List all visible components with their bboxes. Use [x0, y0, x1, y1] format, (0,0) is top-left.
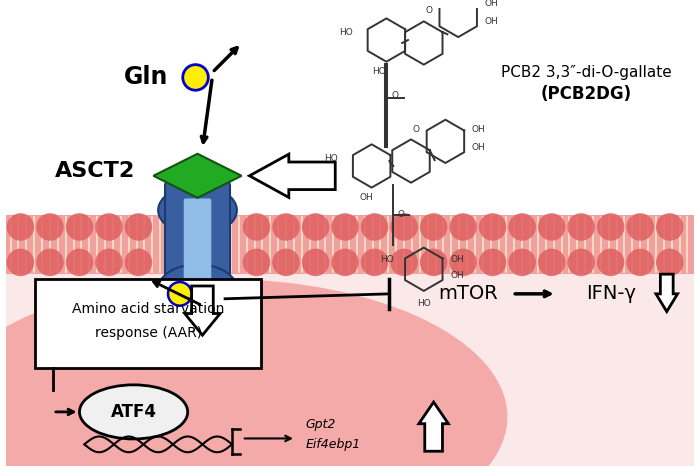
Circle shape	[95, 213, 122, 241]
Text: OH: OH	[360, 192, 374, 201]
Text: Amino acid starvation: Amino acid starvation	[72, 302, 225, 315]
Circle shape	[391, 213, 418, 241]
Ellipse shape	[158, 264, 237, 314]
Circle shape	[360, 213, 388, 241]
Circle shape	[597, 248, 624, 276]
Text: ATF4: ATF4	[111, 403, 157, 421]
Circle shape	[7, 213, 34, 241]
Text: O: O	[412, 125, 419, 135]
Bar	[6, 269, 694, 466]
Text: Gln: Gln	[124, 65, 168, 89]
Circle shape	[168, 282, 192, 306]
Circle shape	[597, 213, 624, 241]
Circle shape	[331, 213, 359, 241]
Circle shape	[243, 248, 270, 276]
Circle shape	[656, 213, 683, 241]
Circle shape	[508, 213, 536, 241]
FancyBboxPatch shape	[183, 199, 211, 291]
FancyBboxPatch shape	[165, 181, 230, 308]
Text: (PCB2DG): (PCB2DG)	[540, 85, 631, 103]
Circle shape	[243, 213, 270, 241]
Text: OH: OH	[485, 0, 498, 8]
Circle shape	[449, 248, 477, 276]
Text: response (AAR): response (AAR)	[94, 326, 202, 340]
FancyArrow shape	[419, 402, 449, 451]
Circle shape	[66, 213, 93, 241]
Ellipse shape	[158, 185, 237, 235]
Circle shape	[656, 248, 683, 276]
FancyArrow shape	[185, 286, 220, 335]
Circle shape	[95, 248, 122, 276]
Circle shape	[568, 213, 595, 241]
Text: OH: OH	[450, 271, 464, 280]
Circle shape	[479, 248, 506, 276]
Ellipse shape	[80, 385, 188, 439]
Circle shape	[626, 213, 654, 241]
Circle shape	[391, 248, 418, 276]
Circle shape	[302, 213, 329, 241]
Text: PCB2 3,3″-di-O-gallate: PCB2 3,3″-di-O-gallate	[500, 65, 671, 80]
Ellipse shape	[0, 279, 508, 466]
Circle shape	[568, 248, 595, 276]
Circle shape	[420, 213, 447, 241]
Bar	[6, 215, 694, 274]
Circle shape	[331, 248, 359, 276]
Circle shape	[302, 248, 329, 276]
Circle shape	[508, 248, 536, 276]
Circle shape	[125, 248, 153, 276]
Text: HO: HO	[324, 154, 338, 163]
Text: ASCT2: ASCT2	[55, 161, 135, 181]
Text: OH: OH	[450, 255, 464, 264]
Text: O: O	[397, 210, 404, 219]
Bar	[35, 279, 262, 368]
Text: HO: HO	[340, 27, 353, 37]
Circle shape	[66, 248, 93, 276]
Circle shape	[420, 248, 447, 276]
Text: O: O	[425, 7, 432, 15]
Circle shape	[538, 213, 566, 241]
Circle shape	[626, 248, 654, 276]
Circle shape	[479, 213, 506, 241]
Text: HO: HO	[417, 299, 430, 308]
Circle shape	[183, 65, 209, 90]
FancyArrow shape	[249, 154, 335, 198]
Circle shape	[449, 213, 477, 241]
Circle shape	[125, 213, 153, 241]
Text: HO: HO	[381, 255, 394, 264]
Circle shape	[272, 248, 300, 276]
Text: OH: OH	[485, 17, 498, 26]
Text: HO: HO	[372, 67, 386, 75]
FancyArrow shape	[656, 274, 678, 312]
Circle shape	[36, 248, 64, 276]
Text: IFN-γ: IFN-γ	[586, 284, 636, 303]
Text: OH: OH	[472, 143, 486, 152]
Polygon shape	[153, 154, 242, 198]
Text: Gpt2: Gpt2	[306, 418, 336, 431]
Text: mTOR: mTOR	[438, 284, 498, 303]
Text: O: O	[391, 91, 398, 100]
Circle shape	[7, 248, 34, 276]
Circle shape	[36, 213, 64, 241]
Text: OH: OH	[472, 125, 486, 134]
Circle shape	[272, 213, 300, 241]
Circle shape	[538, 248, 566, 276]
Circle shape	[360, 248, 388, 276]
Text: Eif4ebp1: Eif4ebp1	[306, 438, 361, 451]
